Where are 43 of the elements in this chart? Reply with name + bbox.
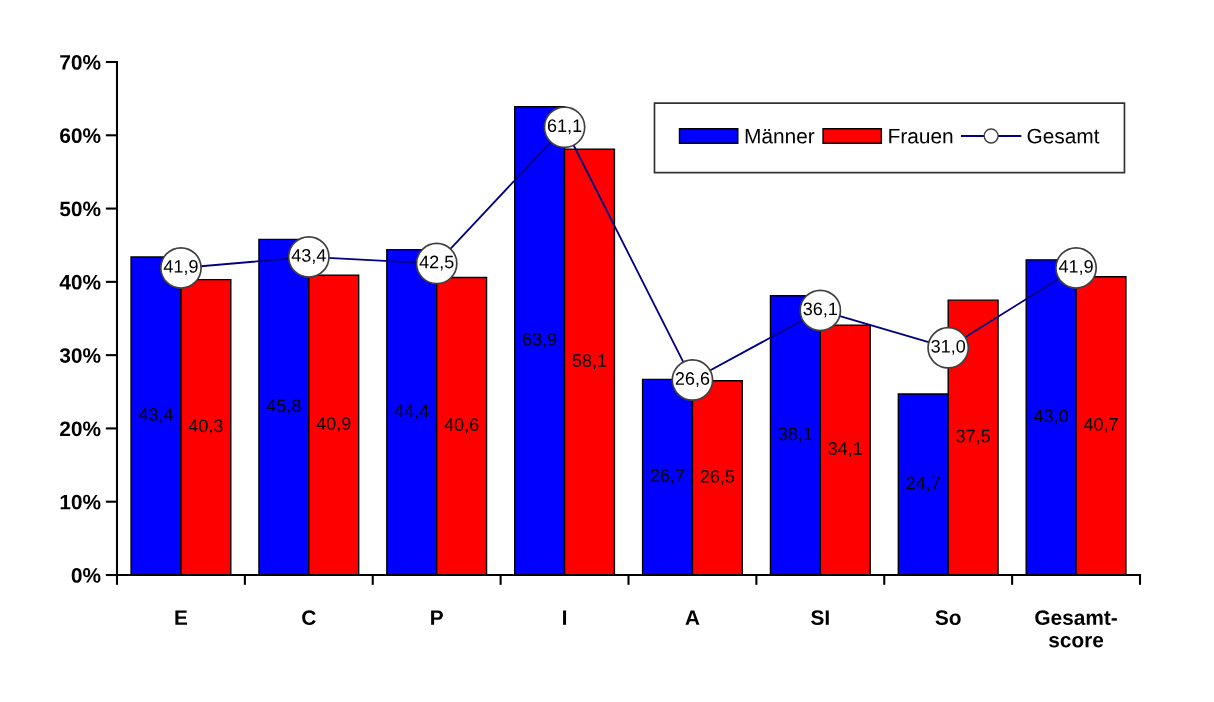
data-label: 40,3	[188, 419, 223, 435]
data-label: 31,0	[931, 339, 966, 355]
data-label: 41,9	[163, 259, 198, 275]
data-label: 36,1	[803, 302, 837, 318]
y-tick-label: 20%	[60, 421, 101, 437]
x-tick-label: A	[685, 610, 700, 625]
data-label: 26,5	[700, 469, 735, 485]
legend-label: Gesamt	[1027, 128, 1100, 144]
data-label: 26,7	[650, 469, 685, 485]
data-label: 24,7	[906, 476, 940, 492]
legend-label: Frauen	[889, 128, 953, 144]
x-tick-label: SI	[811, 610, 829, 626]
data-label: 44,4	[394, 404, 429, 420]
data-label: 61,1	[547, 119, 582, 135]
data-label: 43,0	[1033, 409, 1068, 425]
x-tick-label: P	[431, 610, 443, 625]
data-label: 43,4	[138, 408, 174, 423]
x-tick-label: E	[175, 610, 188, 625]
y-tick-label: 30%	[59, 348, 101, 363]
data-label: 45,8	[266, 399, 301, 415]
y-tick-label: 40%	[59, 274, 101, 290]
data-label: 38,1	[778, 427, 813, 443]
x-tick-label: C	[302, 610, 316, 626]
y-tick-label: 0%	[71, 568, 101, 583]
data-label: 40,7	[1083, 417, 1118, 433]
data-label: 41,9	[1058, 259, 1093, 275]
data-label: 63,9	[522, 332, 557, 348]
legend-label: Männer	[745, 128, 815, 144]
x-tick-label: I	[563, 610, 567, 625]
y-tick-label: 60%	[60, 128, 101, 144]
y-tick-label: 70%	[60, 55, 101, 70]
data-label: 40,9	[316, 417, 351, 433]
x-tick-label: Gesamt- score	[1035, 610, 1117, 648]
data-label: 42,5	[419, 255, 454, 271]
y-tick-label: 50%	[59, 201, 101, 217]
y-tick-label: 10%	[60, 494, 101, 510]
x-tick-label: So	[935, 610, 961, 626]
data-label: 34,1	[828, 442, 862, 458]
data-label: 40,6	[444, 418, 479, 434]
data-label: 43,4	[291, 249, 326, 264]
data-label: 37,5	[956, 429, 990, 445]
data-label: 26,6	[675, 372, 710, 388]
data-label: 58,1	[572, 354, 607, 370]
